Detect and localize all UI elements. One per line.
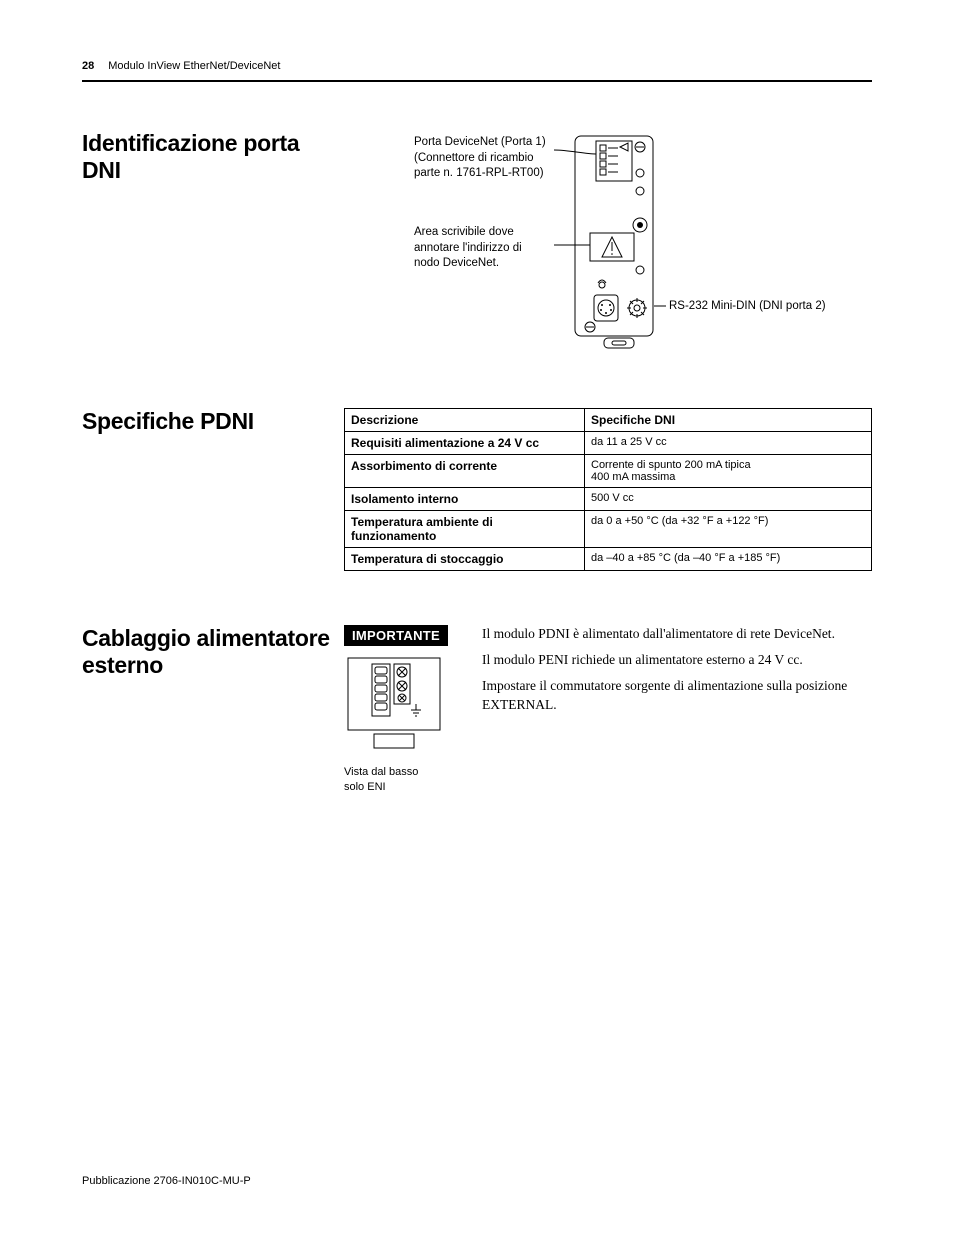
page-header: 28 Modulo InView EtherNet/DeviceNet bbox=[82, 60, 872, 72]
section-title: Specifiche PDNI bbox=[82, 408, 344, 435]
table-row: Temperatura ambiente di funzionamentoda … bbox=[345, 511, 872, 548]
leader-lines bbox=[344, 130, 874, 360]
table-row: Temperatura di stoccaggioda –40 a +85 °C… bbox=[345, 548, 872, 571]
table-row: Assorbimento di correnteCorrente di spun… bbox=[345, 455, 872, 488]
row-label: Temperatura ambiente di funzionamento bbox=[345, 511, 585, 548]
row-value: da 11 a 25 V cc bbox=[585, 432, 872, 455]
doc-title: Modulo InView EtherNet/DeviceNet bbox=[108, 60, 280, 72]
row-label: Assorbimento di corrente bbox=[345, 455, 585, 488]
body-text: Il modulo PDNI è alimentato dall'aliment… bbox=[482, 625, 872, 795]
dni-diagram: Porta DeviceNet (Porta 1) (Connettore di… bbox=[344, 130, 872, 360]
section-title: Cablaggio alimentatore esterno bbox=[82, 625, 344, 679]
row-value: da 0 a +50 °C (da +32 °F a +122 °F) bbox=[585, 511, 872, 548]
figure-caption: Vista dal basso solo ENI bbox=[344, 765, 454, 795]
spec-table: Descrizione Specifiche DNI Requisiti ali… bbox=[344, 408, 872, 571]
paragraph: Il modulo PDNI è alimentato dall'aliment… bbox=[482, 625, 872, 643]
row-value: Corrente di spunto 200 mA tipica400 mA m… bbox=[585, 455, 872, 488]
caption-line: solo ENI bbox=[344, 781, 386, 793]
caption-line: Vista dal basso bbox=[344, 766, 418, 778]
paragraph: Il modulo PENI richiede un alimentatore … bbox=[482, 651, 872, 669]
eni-bottom-view-icon bbox=[344, 654, 444, 754]
section-wiring: Cablaggio alimentatore esterno IMPORTANT… bbox=[82, 625, 872, 795]
importante-badge: IMPORTANTE bbox=[344, 625, 448, 646]
page-number: 28 bbox=[82, 60, 94, 72]
section-dni-port: Identificazione porta DNI Porta DeviceNe… bbox=[82, 130, 872, 360]
header-rule bbox=[82, 80, 872, 82]
eni-figure: IMPORTANTE bbox=[344, 625, 454, 795]
publication-id: Pubblicazione 2706-IN010C-MU-P bbox=[82, 1175, 251, 1187]
row-label: Isolamento interno bbox=[345, 488, 585, 511]
paragraph: Impostare il commutatore sorgente di ali… bbox=[482, 677, 872, 713]
row-label: Temperatura di stoccaggio bbox=[345, 548, 585, 571]
col-header: Descrizione bbox=[345, 409, 585, 432]
section-title: Identificazione porta DNI bbox=[82, 130, 344, 184]
row-label: Requisiti alimentazione a 24 V cc bbox=[345, 432, 585, 455]
section-specs: Specifiche PDNI Descrizione Specifiche D… bbox=[82, 408, 872, 571]
row-value: da –40 a +85 °C (da –40 °F a +185 °F) bbox=[585, 548, 872, 571]
table-row: Isolamento interno500 V cc bbox=[345, 488, 872, 511]
table-row: Requisiti alimentazione a 24 V ccda 11 a… bbox=[345, 432, 872, 455]
col-header: Specifiche DNI bbox=[585, 409, 872, 432]
row-value: 500 V cc bbox=[585, 488, 872, 511]
